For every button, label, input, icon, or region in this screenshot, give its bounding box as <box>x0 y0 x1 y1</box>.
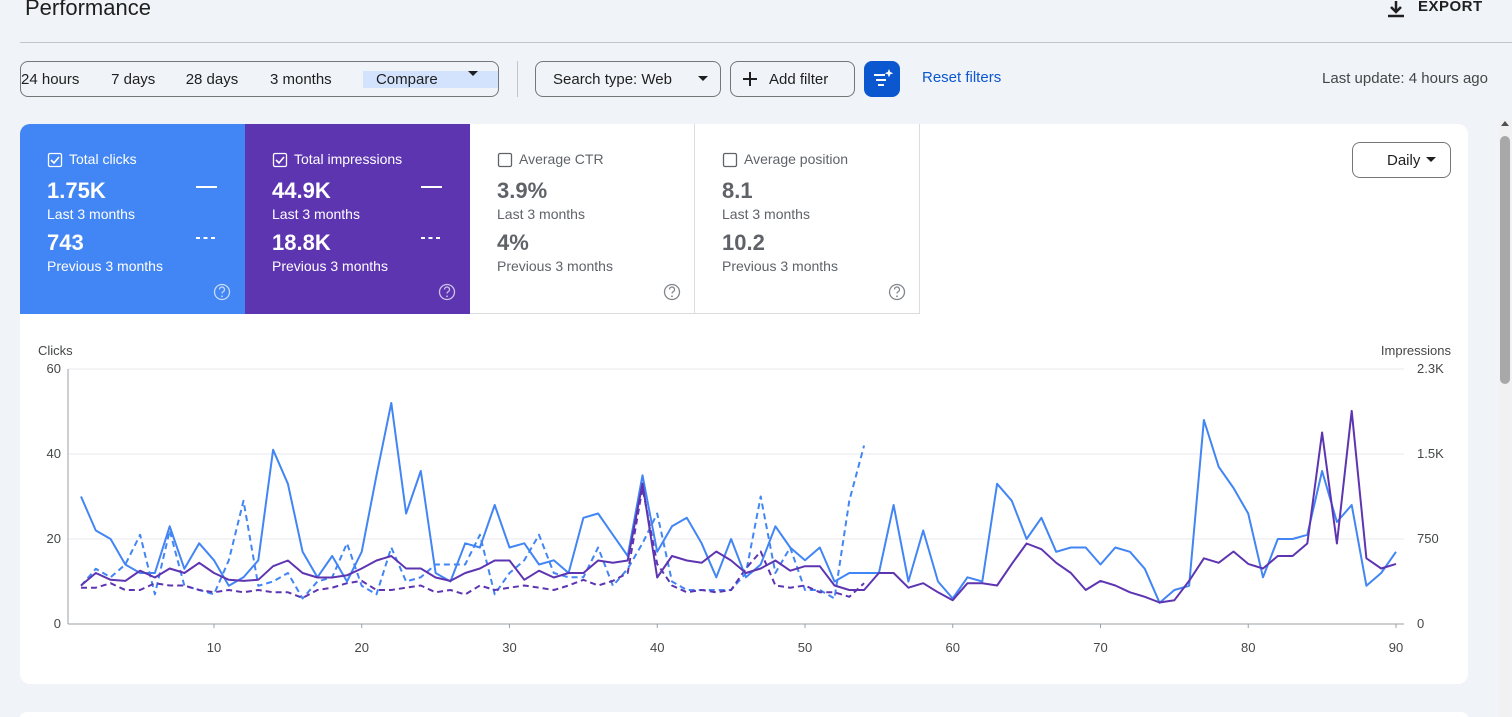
y-tick-label: 40 <box>47 446 61 461</box>
series-line <box>81 411 1396 603</box>
y2-tick-label: 0 <box>1417 616 1424 631</box>
x-tick-label: 60 <box>946 640 960 655</box>
x-tick-label: 10 <box>207 640 221 655</box>
series-line <box>81 403 1396 603</box>
y2-tick-label: 2.3K <box>1417 361 1444 376</box>
x-tick-label: 30 <box>502 640 516 655</box>
x-tick-label: 20 <box>354 640 368 655</box>
y-tick-label: 60 <box>47 361 61 376</box>
y2-tick-label: 1.5K <box>1417 446 1444 461</box>
x-tick-label: 50 <box>798 640 812 655</box>
y2-tick-label: 750 <box>1417 531 1439 546</box>
x-tick-label: 80 <box>1241 640 1255 655</box>
y2-axis-title: Impressions <box>1381 343 1452 358</box>
scrollbar-thumb[interactable] <box>1500 136 1510 384</box>
x-tick-label: 90 <box>1389 640 1403 655</box>
x-tick-label: 40 <box>650 640 664 655</box>
y-axis-title: Clicks <box>38 343 73 358</box>
y-tick-label: 0 <box>54 616 61 631</box>
x-tick-label: 70 <box>1093 640 1107 655</box>
y-tick-label: 20 <box>47 531 61 546</box>
next-card <box>20 712 1468 717</box>
